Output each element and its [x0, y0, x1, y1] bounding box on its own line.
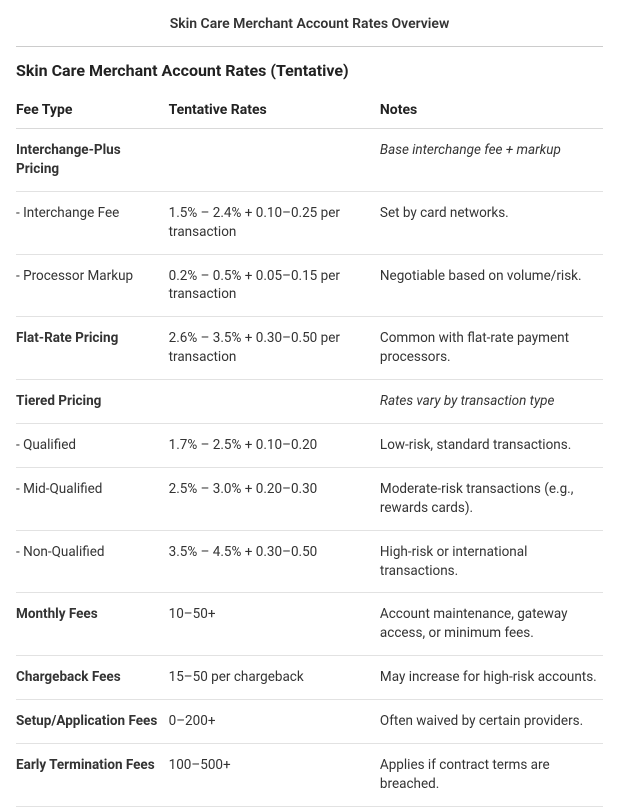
cell-fee-type: Interchange-Plus Pricing [16, 129, 169, 192]
section-title: Skin Care Merchant Account Rates (Tentat… [16, 61, 603, 80]
table-row: Tiered Pricing Rates vary by transaction … [16, 380, 603, 424]
cell-fee-type: Chargeback Fees [16, 656, 169, 700]
table-row: Flat-Rate Pricing2.6% – 3.5% + 0.30–0.50… [16, 317, 603, 380]
table-body: Interchange-Plus Pricing Base interchange… [16, 129, 603, 807]
cell-rate: 0.2% – 0.5% + 0.05–0.15 per transaction [169, 254, 380, 317]
table-row: - Interchange Fee1.5% – 2.4% + 0.10–0.25… [16, 191, 603, 254]
cell-notes: Applies if contract terms are breached. [380, 744, 603, 807]
col-fee-type: Fee Type [16, 92, 169, 129]
col-tentative-rates: Tentative Rates [169, 92, 380, 129]
cell-rate: 2.6% – 3.5% + 0.30–0.50 per transaction [169, 317, 380, 380]
cell-rate: 1.7% – 2.5% + 0.10–0.20 [169, 424, 380, 468]
cell-rate: 1.5% – 2.4% + 0.10–0.25 per transaction [169, 191, 380, 254]
cell-fee-type: - Qualified [16, 424, 169, 468]
cell-fee-type: Flat-Rate Pricing [16, 317, 169, 380]
cell-notes: Rates vary by transaction type [380, 380, 603, 424]
divider [16, 46, 603, 47]
cell-notes: Low-risk, standard transactions. [380, 424, 603, 468]
table-row: Monthly Fees10–50+Account maintenance, g… [16, 593, 603, 656]
rates-table: Fee Type Tentative Rates Notes Interchan… [16, 92, 603, 807]
table-header-row: Fee Type Tentative Rates Notes [16, 92, 603, 129]
page-title: Skin Care Merchant Account Rates Overvie… [16, 16, 603, 32]
cell-notes: Base interchange fee + markup [380, 129, 603, 192]
cell-fee-type: - Interchange Fee [16, 191, 169, 254]
table-row: - Mid-Qualified2.5% – 3.0% + 0.20–0.30Mo… [16, 467, 603, 530]
cell-rate: 10–50+ [169, 593, 380, 656]
cell-notes: Account maintenance, gateway access, or … [380, 593, 603, 656]
cell-notes: Negotiable based on volume/risk. [380, 254, 603, 317]
cell-fee-type: Monthly Fees [16, 593, 169, 656]
cell-rate: 3.5% – 4.5% + 0.30–0.50 [169, 530, 380, 593]
cell-fee-type: Setup/Application Fees [16, 700, 169, 744]
cell-fee-type: - Mid-Qualified [16, 467, 169, 530]
cell-notes: High-risk or international transactions. [380, 530, 603, 593]
table-row: Chargeback Fees15–50 per chargebackMay i… [16, 656, 603, 700]
cell-fee-type: Early Termination Fees [16, 744, 169, 807]
table-row: - Non-Qualified3.5% – 4.5% + 0.30–0.50Hi… [16, 530, 603, 593]
cell-notes: May increase for high-risk accounts. [380, 656, 603, 700]
cell-rate: 0–200+ [169, 700, 380, 744]
cell-fee-type: - Processor Markup [16, 254, 169, 317]
table-row: - Qualified1.7% – 2.5% + 0.10–0.20Low-ri… [16, 424, 603, 468]
cell-rate: 15–50 per chargeback [169, 656, 380, 700]
table-row: Early Termination Fees100–500+Applies if… [16, 744, 603, 807]
cell-fee-type: Tiered Pricing [16, 380, 169, 424]
table-row: - Processor Markup0.2% – 0.5% + 0.05–0.1… [16, 254, 603, 317]
table-row: Interchange-Plus Pricing Base interchange… [16, 129, 603, 192]
cell-notes: Often waived by certain providers. [380, 700, 603, 744]
cell-rate: 2.5% – 3.0% + 0.20–0.30 [169, 467, 380, 530]
table-row: Setup/Application Fees0–200+Often waived… [16, 700, 603, 744]
cell-rate [169, 129, 380, 192]
cell-rate: 100–500+ [169, 744, 380, 807]
cell-notes: Moderate-risk transactions (e.g., reward… [380, 467, 603, 530]
cell-notes: Set by card networks. [380, 191, 603, 254]
col-notes: Notes [380, 92, 603, 129]
cell-fee-type: - Non-Qualified [16, 530, 169, 593]
cell-notes: Common with flat-rate payment processors… [380, 317, 603, 380]
cell-rate [169, 380, 380, 424]
